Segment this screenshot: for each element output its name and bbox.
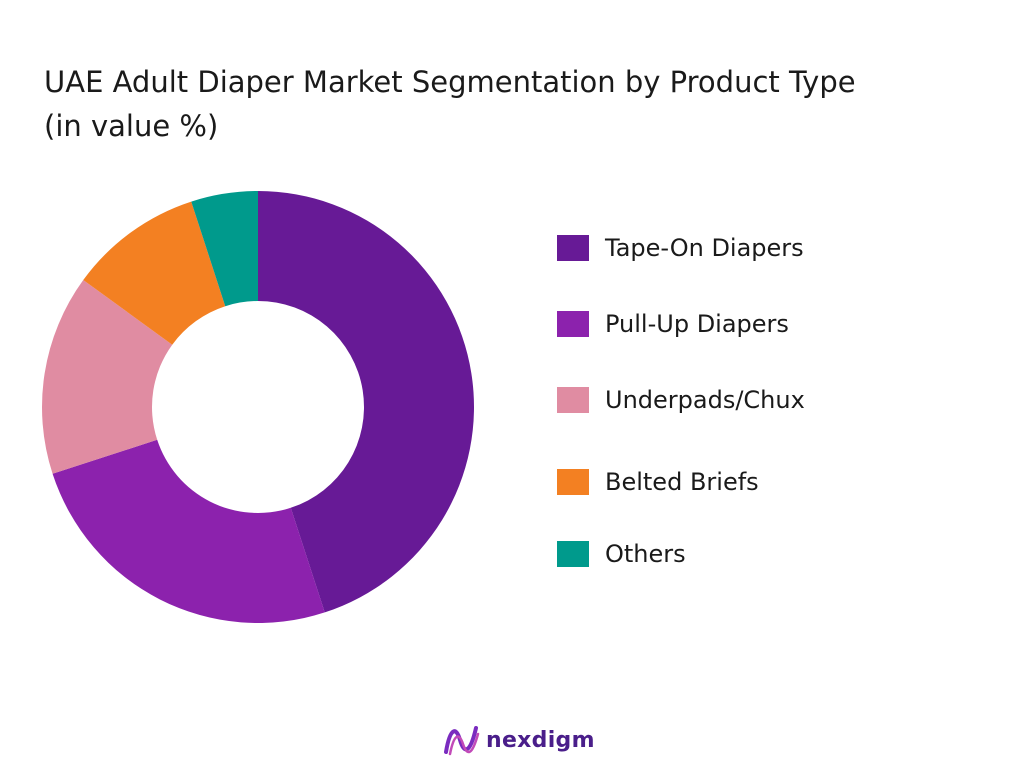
legend-label: Underpads/Chux bbox=[605, 386, 805, 414]
legend-item-belted-briefs: Belted Briefs bbox=[557, 468, 759, 496]
donut-chart bbox=[42, 191, 475, 623]
legend-label: Belted Briefs bbox=[605, 468, 759, 496]
donut-slice-underpads-chux bbox=[42, 280, 173, 474]
legend-label: Tape-On Diapers bbox=[605, 234, 804, 262]
legend-label: Pull-Up Diapers bbox=[605, 310, 789, 338]
legend-swatch bbox=[557, 311, 589, 337]
brand-footer: nexdigm bbox=[442, 720, 595, 760]
nexdigm-logo-icon bbox=[444, 726, 480, 756]
legend-item-others: Others bbox=[557, 540, 686, 568]
legend-item-tape-on-diapers: Tape-On Diapers bbox=[557, 234, 804, 262]
chart-title: UAE Adult Diaper Market Segmentation by … bbox=[44, 60, 994, 148]
chart-title-main: UAE Adult Diaper Market Segmentation by … bbox=[44, 65, 856, 99]
legend-item-pull-up-diapers: Pull-Up Diapers bbox=[557, 310, 789, 338]
donut-slice-tape-on-diapers bbox=[258, 191, 475, 613]
legend-swatch bbox=[557, 387, 589, 413]
legend-swatch bbox=[557, 469, 589, 495]
legend-swatch bbox=[557, 235, 589, 261]
legend-swatch bbox=[557, 541, 589, 567]
legend-item-underpads-chux: Underpads/Chux bbox=[557, 386, 805, 414]
legend-label: Others bbox=[605, 540, 686, 568]
donut-slice-belted-briefs bbox=[83, 201, 226, 345]
donut-slice-others bbox=[191, 191, 258, 307]
donut-slice-pull-up-diapers bbox=[52, 439, 325, 623]
brand-name: nexdigm bbox=[486, 727, 595, 753]
chart-subtitle: (in value %) bbox=[44, 109, 219, 143]
